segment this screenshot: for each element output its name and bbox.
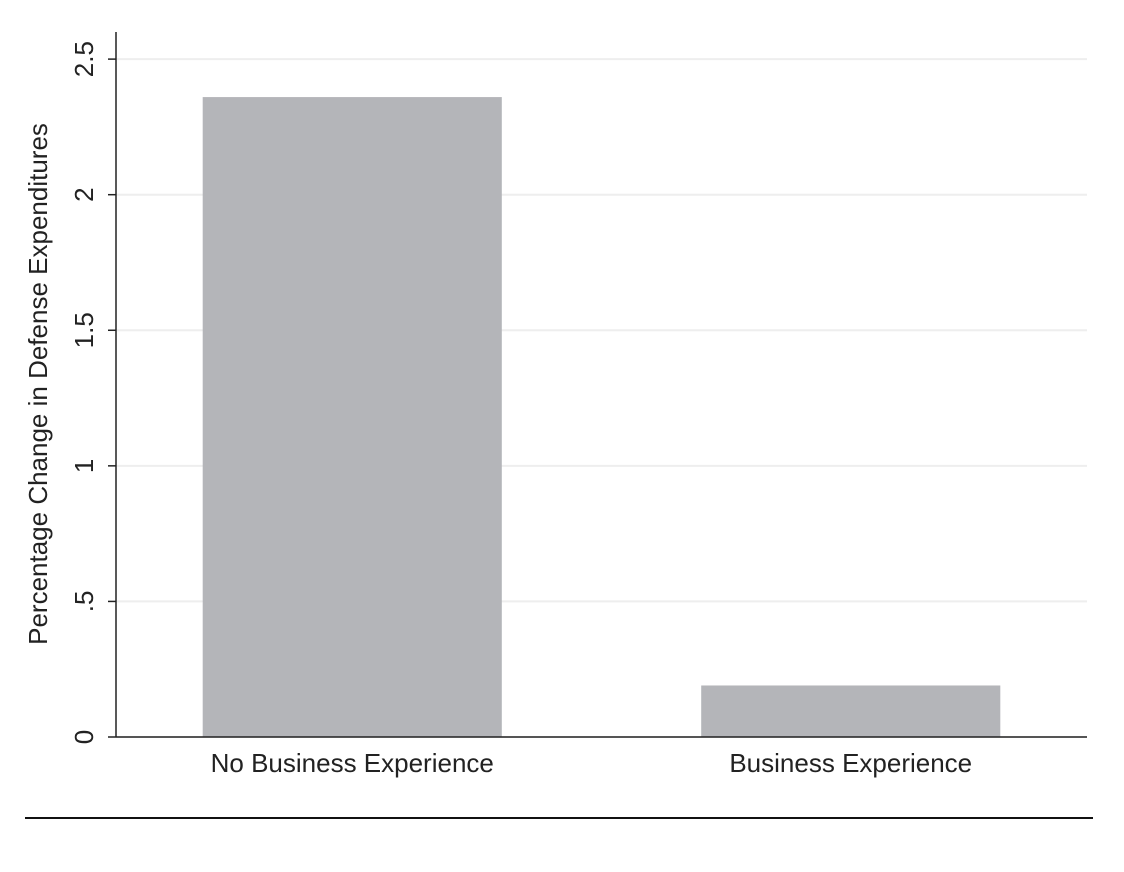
y-tick-label: 2.5 [69, 41, 99, 77]
x-tick-label: No Business Experience [211, 748, 494, 778]
y-tick-label: 2 [69, 187, 99, 201]
y-tick-label: 1.5 [69, 312, 99, 348]
x-tick-label: Business Experience [729, 748, 972, 778]
y-axis-label: Percentage Change in Defense Expenditure… [23, 123, 53, 645]
bar [202, 97, 502, 738]
y-tick-label: 1 [69, 459, 99, 473]
bar [701, 685, 1001, 737]
y-tick-label: .5 [69, 591, 99, 613]
y-tick-label: 0 [69, 730, 99, 744]
